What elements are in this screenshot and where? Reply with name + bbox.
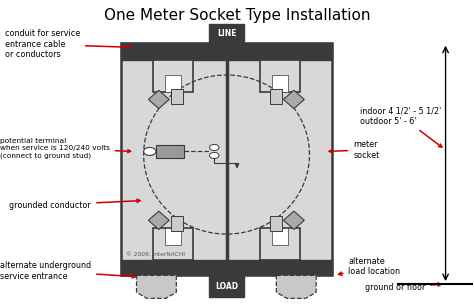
- Text: meter
socket: meter socket: [329, 140, 379, 160]
- Circle shape: [210, 144, 219, 151]
- Bar: [270, 216, 282, 231]
- Text: © 2009, InterNACHI: © 2009, InterNACHI: [126, 252, 184, 256]
- Polygon shape: [276, 275, 316, 298]
- Text: ground or floor: ground or floor: [365, 283, 441, 292]
- Bar: [121, 43, 332, 60]
- Bar: [270, 89, 282, 104]
- Text: indoor 4 1/2' - 5 1/2'
outdoor 5' - 6': indoor 4 1/2' - 5 1/2' outdoor 5' - 6': [360, 106, 442, 147]
- Bar: [156, 145, 184, 158]
- Polygon shape: [137, 275, 176, 298]
- Bar: [121, 260, 332, 275]
- Bar: [171, 89, 183, 104]
- Text: LOAD: LOAD: [215, 282, 238, 291]
- Text: conduit for service
entrance cable
or conductors: conduit for service entrance cable or co…: [5, 29, 131, 59]
- Text: LINE: LINE: [217, 29, 237, 38]
- Bar: [209, 275, 245, 297]
- Circle shape: [144, 147, 156, 155]
- Bar: [171, 216, 183, 231]
- Text: potential terminal
when service is 120/240 volts
(connect to ground stud): potential terminal when service is 120/2…: [0, 138, 131, 159]
- Polygon shape: [283, 211, 304, 230]
- Polygon shape: [283, 90, 304, 109]
- Polygon shape: [148, 90, 169, 109]
- Bar: [121, 43, 332, 275]
- Bar: [165, 228, 181, 245]
- Text: alternate underground
service entrance: alternate underground service entrance: [0, 261, 136, 281]
- Text: One Meter Socket Type Installation: One Meter Socket Type Installation: [104, 8, 370, 23]
- Bar: [209, 24, 245, 43]
- Bar: [272, 228, 288, 245]
- Bar: [259, 60, 300, 92]
- Bar: [153, 228, 193, 260]
- Bar: [272, 75, 288, 92]
- Bar: [153, 60, 193, 92]
- Text: grounded conductor: grounded conductor: [9, 199, 140, 210]
- Polygon shape: [148, 211, 169, 230]
- Circle shape: [210, 152, 219, 159]
- Text: alternate
load location: alternate load location: [338, 256, 401, 276]
- Bar: [165, 75, 181, 92]
- Bar: [259, 228, 300, 260]
